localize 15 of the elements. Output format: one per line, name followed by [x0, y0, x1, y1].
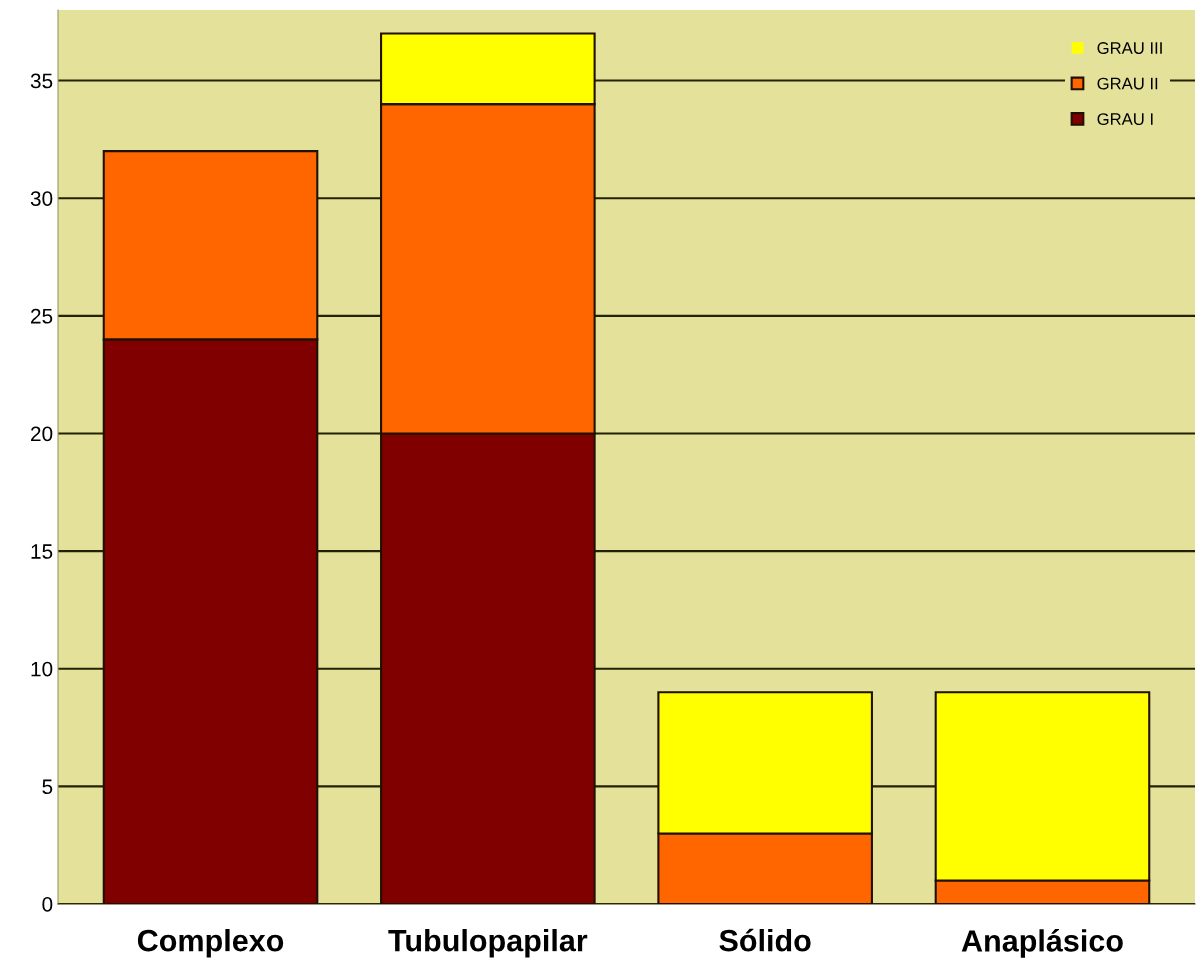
y-tick-label: 20 [31, 426, 53, 442]
y-tick-label: 10 [31, 661, 53, 677]
y-tick-label: 5 [42, 779, 53, 795]
x-tick-label: Tubulopapilar [388, 929, 588, 958]
y-tick-label: 35 [30, 73, 53, 89]
y-tick-label: 15 [31, 544, 53, 559]
y-tick-label: 25 [31, 308, 53, 324]
x-tick-label: Anaplásico [961, 929, 1123, 958]
legend-label: GRAU I [1097, 113, 1153, 125]
y-tick-label: 0 [42, 897, 53, 912]
x-tick-label: Sólido [719, 928, 811, 952]
y-tick-label: 30 [30, 191, 53, 206]
x-tick-label: Complexo [137, 929, 284, 958]
legend-label: GRAU II [1097, 77, 1158, 90]
legend-label: GRAU III [1097, 42, 1162, 54]
